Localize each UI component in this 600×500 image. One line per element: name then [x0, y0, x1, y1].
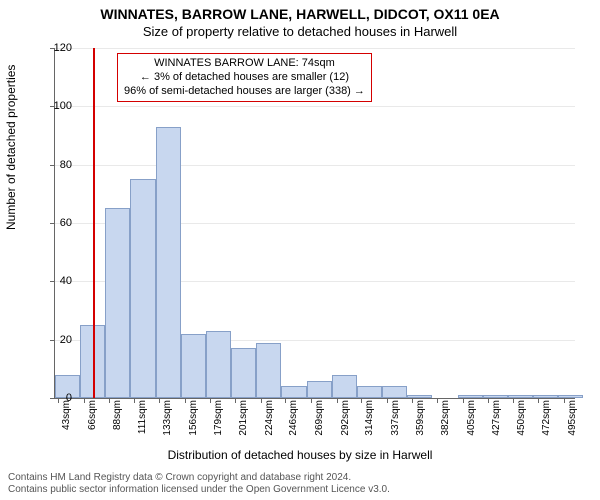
- xtick-mark: [134, 398, 135, 403]
- chart-subtitle: Size of property relative to detached ho…: [0, 24, 600, 39]
- callout-line1: WINNATES BARROW LANE: 74sqm: [124, 57, 365, 71]
- footer-line1: Contains HM Land Registry data © Crown c…: [8, 472, 592, 484]
- histogram-bar: [281, 386, 306, 398]
- y-axis-label: Number of detached properties: [4, 65, 18, 230]
- xtick-label: 246sqm: [288, 400, 299, 450]
- xtick-label: 472sqm: [541, 400, 552, 450]
- histogram-bar: [105, 208, 130, 398]
- histogram-bar: [508, 395, 533, 398]
- histogram-bar: [156, 127, 181, 398]
- histogram-bar: [181, 334, 206, 398]
- xtick-mark: [235, 398, 236, 403]
- xtick-mark: [261, 398, 262, 403]
- callout-box: WINNATES BARROW LANE: 74sqm ← 3% of deta…: [117, 53, 372, 102]
- xtick-label: 495sqm: [567, 400, 578, 450]
- xtick-label: 292sqm: [340, 400, 351, 450]
- histogram-bar: [458, 395, 483, 398]
- footer-attribution: Contains HM Land Registry data © Crown c…: [8, 472, 592, 496]
- histogram-bar: [206, 331, 231, 398]
- gridline: [55, 48, 575, 49]
- xtick-label: 382sqm: [440, 400, 451, 450]
- footer-line2: Contains public sector information licen…: [8, 484, 592, 496]
- xtick-label: 405sqm: [466, 400, 477, 450]
- histogram-bar: [231, 348, 256, 398]
- chart-container: WINNATES, BARROW LANE, HARWELL, DIDCOT, …: [0, 0, 600, 500]
- xtick-label: 450sqm: [516, 400, 527, 450]
- xtick-label: 314sqm: [364, 400, 375, 450]
- ytick-label: 0: [42, 392, 72, 404]
- xtick-label: 269sqm: [314, 400, 325, 450]
- xtick-label: 427sqm: [491, 400, 502, 450]
- ytick-label: 60: [42, 217, 72, 229]
- histogram-bar: [357, 386, 382, 398]
- xtick-mark: [412, 398, 413, 403]
- xtick-mark: [538, 398, 539, 403]
- xtick-label: 337sqm: [390, 400, 401, 450]
- ytick-label: 100: [42, 100, 72, 112]
- x-axis-label: Distribution of detached houses by size …: [0, 448, 600, 462]
- histogram-bar: [382, 386, 407, 398]
- xtick-mark: [285, 398, 286, 403]
- ytick-label: 80: [42, 159, 72, 171]
- xtick-mark: [159, 398, 160, 403]
- xtick-mark: [488, 398, 489, 403]
- histogram-bar: [533, 395, 558, 398]
- xtick-mark: [311, 398, 312, 403]
- histogram-bar: [307, 381, 332, 399]
- xtick-mark: [84, 398, 85, 403]
- xtick-mark: [210, 398, 211, 403]
- histogram-bar: [332, 375, 357, 398]
- xtick-label: 156sqm: [188, 400, 199, 450]
- xtick-mark: [337, 398, 338, 403]
- ytick-label: 40: [42, 275, 72, 287]
- plot-area: 43sqm66sqm88sqm111sqm133sqm156sqm179sqm2…: [54, 48, 575, 399]
- reference-line: [93, 48, 95, 398]
- xtick-label: 88sqm: [112, 400, 123, 450]
- xtick-mark: [185, 398, 186, 403]
- xtick-label: 201sqm: [238, 400, 249, 450]
- xtick-mark: [463, 398, 464, 403]
- xtick-mark: [387, 398, 388, 403]
- xtick-mark: [437, 398, 438, 403]
- xtick-label: 359sqm: [415, 400, 426, 450]
- histogram-bar: [130, 179, 155, 398]
- xtick-label: 66sqm: [87, 400, 98, 450]
- xtick-label: 133sqm: [162, 400, 173, 450]
- xtick-mark: [564, 398, 565, 403]
- xtick-mark: [513, 398, 514, 403]
- callout-line2: ← 3% of detached houses are smaller (12): [124, 71, 365, 85]
- histogram-bar: [256, 343, 281, 398]
- xtick-label: 111sqm: [137, 400, 148, 450]
- xtick-mark: [361, 398, 362, 403]
- chart-title-address: WINNATES, BARROW LANE, HARWELL, DIDCOT, …: [0, 6, 600, 22]
- gridline: [55, 106, 575, 107]
- gridline: [55, 165, 575, 166]
- histogram-bar: [558, 395, 583, 398]
- callout-line3: 96% of semi-detached houses are larger (…: [124, 85, 365, 99]
- ytick-label: 20: [42, 334, 72, 346]
- xtick-label: 43sqm: [61, 400, 72, 450]
- histogram-bar: [483, 395, 508, 398]
- xtick-label: 179sqm: [213, 400, 224, 450]
- xtick-label: 224sqm: [264, 400, 275, 450]
- xtick-mark: [109, 398, 110, 403]
- ytick-label: 120: [42, 42, 72, 54]
